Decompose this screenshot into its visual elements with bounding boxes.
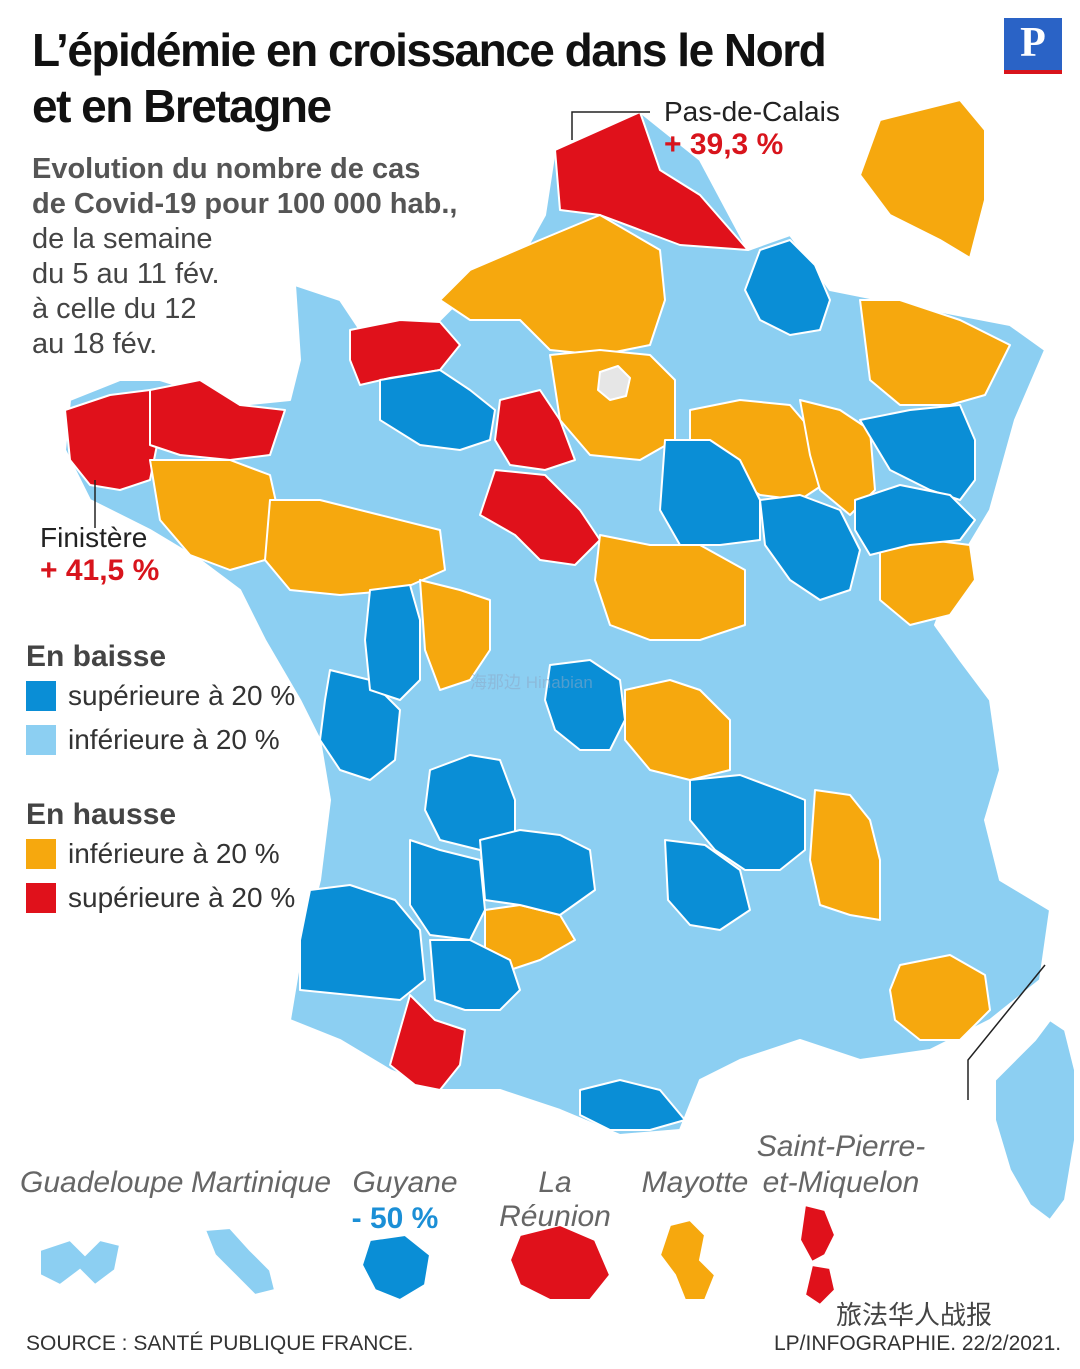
haute-vienne bbox=[479, 829, 596, 916]
legend-baisse-title: En baisse bbox=[26, 640, 167, 673]
nievre bbox=[624, 679, 731, 781]
label-miquelon: et-Miquelon bbox=[762, 1166, 920, 1199]
pdc-value: + 39,3 % bbox=[664, 128, 784, 161]
haut-rhin bbox=[854, 484, 976, 556]
finistere-value: + 41,5 % bbox=[40, 554, 160, 587]
ille-et-vilaine bbox=[379, 369, 496, 451]
legend-label: inférieure à 20 % bbox=[68, 724, 280, 755]
rhone-ain bbox=[689, 774, 806, 871]
finistere-name: Finistère bbox=[40, 522, 148, 553]
label-guadeloupe: Guadeloupe bbox=[20, 1166, 184, 1199]
jura-doubs bbox=[759, 494, 861, 601]
legend-label: supérieure à 20 % bbox=[68, 882, 296, 913]
corse bbox=[994, 1019, 1076, 1221]
gironde-landes bbox=[299, 884, 426, 1001]
label-saint-pierre: Saint-Pierre- bbox=[756, 1130, 926, 1163]
moselle-vosges bbox=[859, 404, 976, 501]
haute-saone bbox=[879, 539, 976, 626]
label-mayotte: Mayotte bbox=[641, 1166, 749, 1199]
hinabian-watermark: 海那边 Hinabian bbox=[470, 673, 593, 692]
martinique-shape bbox=[203, 1226, 277, 1297]
cotes-darmor bbox=[149, 379, 286, 461]
legend-item-hausse-weak: inférieure à 20 % bbox=[26, 832, 295, 876]
label-martinique: Martinique bbox=[190, 1166, 332, 1199]
subtitle-line-1: de la semaine bbox=[32, 223, 213, 255]
paris-petite-couronne bbox=[597, 365, 631, 401]
pas-de-calais bbox=[554, 111, 749, 251]
dordogne-lot-et-garonne bbox=[409, 839, 486, 941]
pdc-callout: Pas-de-Calais + 39,3 % bbox=[664, 96, 840, 162]
legend-label: supérieure à 20 % bbox=[68, 680, 296, 711]
yonne-cote-dor bbox=[659, 439, 761, 546]
title-line-1: L’épidémie en croissance dans le Nord bbox=[32, 24, 827, 76]
maine-et-loire-deux-sevres bbox=[364, 584, 421, 701]
subtitle-line-3: à celle du 12 bbox=[32, 293, 197, 325]
legend-swatch-red bbox=[26, 883, 56, 913]
saint-pierre-shape bbox=[798, 1203, 837, 1264]
title-line-2: et en Bretagne bbox=[32, 80, 332, 132]
label-guyane: Guyane bbox=[352, 1166, 458, 1199]
loir-et-cher bbox=[479, 469, 601, 566]
legend-swatch-light-blue bbox=[26, 725, 56, 755]
eure-et-loir bbox=[494, 389, 576, 471]
indre-et-loire bbox=[419, 579, 491, 691]
wechat-watermark: 旅法华人战报 bbox=[836, 1300, 993, 1330]
ile-de-france-north bbox=[859, 99, 986, 259]
bretagne-sud bbox=[149, 459, 281, 571]
cher-allier bbox=[544, 659, 626, 751]
legend: En baisse supérieure à 20 % inférieure à… bbox=[26, 640, 295, 920]
drome-isere bbox=[809, 789, 881, 921]
gers-tarn-et-garonne bbox=[429, 939, 521, 1011]
label-la-reunion: La Réunion bbox=[499, 1166, 611, 1233]
loire-haute-loire bbox=[664, 839, 751, 931]
legend-item-baisse-weak: inférieure à 20 % bbox=[26, 718, 295, 762]
finistere bbox=[64, 389, 161, 491]
subtitle-line-2: du 5 au 11 fév. bbox=[32, 258, 220, 290]
corsica-inset-line bbox=[967, 964, 1046, 1100]
credit-text: LP/INFOGRAPHIE. 22/2/2021. bbox=[774, 1332, 1062, 1355]
var-alpes-maritimes bbox=[889, 954, 991, 1041]
guyane-shape bbox=[360, 1233, 432, 1302]
legend-label: inférieure à 20 % bbox=[68, 838, 280, 869]
somme-aisne-oise bbox=[439, 214, 666, 356]
mainland-base bbox=[64, 111, 1051, 1136]
subtitle-line-4: au 18 fév. bbox=[32, 328, 158, 360]
hautes-pyrenees bbox=[389, 994, 466, 1091]
miquelon-shape bbox=[803, 1263, 837, 1307]
legend-item-baisse-strong: supérieure à 20 % bbox=[26, 674, 295, 718]
source-text: SOURCE : SANTÉ PUBLIQUE FRANCE. bbox=[26, 1332, 414, 1355]
pyrenees-orientales bbox=[579, 1079, 686, 1131]
guadeloupe-shape bbox=[39, 1238, 122, 1287]
guyane-value: - 50 % bbox=[351, 1202, 439, 1235]
legend-swatch-dark-blue bbox=[26, 681, 56, 711]
ardennes-meuse bbox=[859, 299, 1011, 406]
legend-item-hausse-strong: supérieure à 20 % bbox=[26, 876, 295, 920]
loiret bbox=[594, 534, 746, 641]
pdc-name: Pas-de-Calais bbox=[664, 96, 840, 127]
subtitle-bold-2: de Covid-19 pour 100 000 hab., bbox=[32, 188, 458, 220]
reunion-shape bbox=[508, 1223, 612, 1301]
legend-swatch-orange bbox=[26, 839, 56, 869]
page-title: L’épidémie en croissance dans le Nord et… bbox=[32, 22, 832, 134]
subtitle-bold-1: Evolution du nombre de cas bbox=[32, 153, 421, 185]
pdc-leader-line bbox=[571, 111, 650, 140]
le-parisien-logo: P bbox=[1004, 18, 1062, 74]
legend-hausse-title: En hausse bbox=[26, 798, 177, 831]
mayotte-shape bbox=[658, 1218, 717, 1301]
aisne-ardennes bbox=[744, 239, 831, 336]
finistere-callout: Finistère + 41,5 % bbox=[40, 522, 159, 588]
subtitle: Evolution du nombre de cas de Covid-19 p… bbox=[32, 152, 552, 362]
